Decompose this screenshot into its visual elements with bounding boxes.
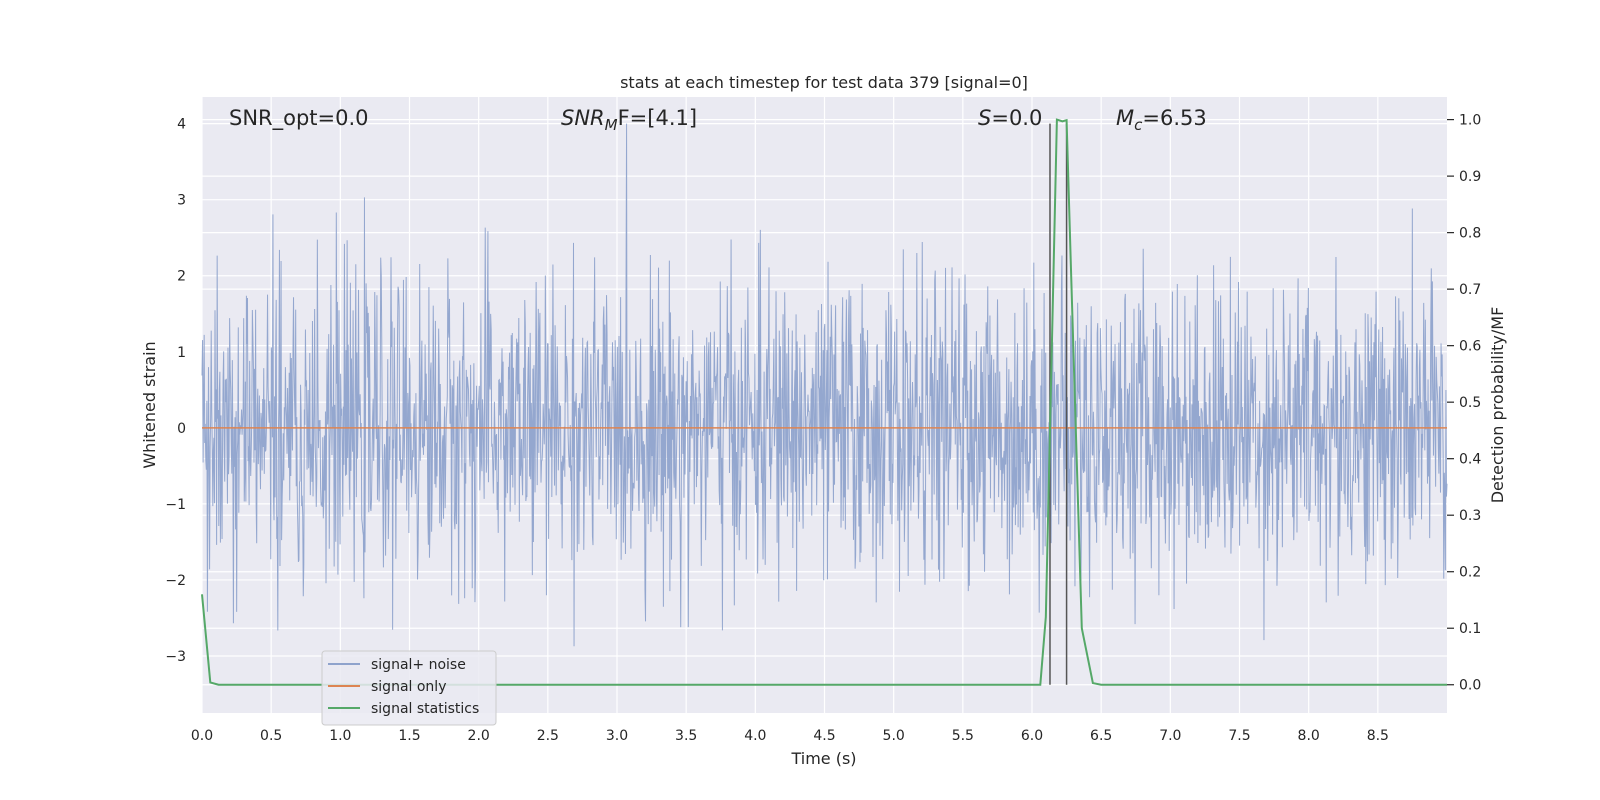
mc-sub: c: [1134, 116, 1143, 134]
legend-label-signal-plus-noise: signal+ noise: [371, 657, 466, 673]
y-tick-label-2: 2: [177, 269, 186, 285]
y-tick-label-1: 3: [177, 193, 186, 209]
legend-label-signal-statistics: signal statistics: [371, 701, 479, 717]
y-tick-label-0: 4: [177, 117, 186, 133]
annotation-mc: Mc=6.53: [1116, 106, 1207, 134]
y2-tick-label-3: 0.7: [1459, 282, 1481, 298]
x-tick-label-17: 8.5: [1367, 728, 1389, 744]
y-tick-label-6: −2: [165, 573, 186, 589]
x-tick-label-13: 6.5: [1090, 728, 1112, 744]
y2-tick-label-4: 0.6: [1459, 339, 1481, 355]
snr-mf-base: SNR: [561, 106, 605, 130]
x-tick-label-5: 2.5: [537, 728, 559, 744]
y2-tick-label-2: 0.8: [1459, 226, 1481, 242]
x-tick-label-9: 4.5: [813, 728, 835, 744]
x-tick-label-0: 0.0: [191, 728, 213, 744]
y2-tick-label-8: 0.2: [1459, 565, 1481, 581]
y-tick-label-4: 0: [177, 421, 186, 437]
snr-mf-rest: F=[4.1]: [618, 106, 697, 130]
x-tick-label-7: 3.5: [675, 728, 697, 744]
legend-label-signal-only: signal only: [371, 679, 446, 695]
annotation-s: S=0.0: [978, 106, 1042, 130]
y2-tick-label-7: 0.3: [1459, 508, 1481, 524]
mc-var: M: [1116, 106, 1134, 130]
y2-tick-label-9: 0.1: [1459, 621, 1481, 637]
y-axis-label: Whitened strain: [140, 341, 159, 468]
x-axis-label: Time (s): [790, 749, 856, 768]
y-tick-label-5: −1: [165, 497, 186, 513]
y2-tick-label-5: 0.5: [1459, 395, 1481, 411]
legend-box: [321, 650, 497, 726]
y-axis-ticks: 4 3 2 1 0 −1 −2 −3: [165, 117, 186, 665]
x-tick-label-3: 1.5: [398, 728, 420, 744]
y2-tick-label-6: 0.4: [1459, 452, 1481, 468]
noise-trace: [201, 123, 1448, 647]
chart-title: stats at each timestep for test data 379…: [620, 73, 1028, 92]
series-signal-plus-noise: [201, 123, 1448, 647]
x-tick-label-16: 8.0: [1298, 728, 1320, 744]
y2-tick-label-0: 1.0: [1459, 113, 1481, 129]
x-tick-label-2: 1.0: [329, 728, 351, 744]
series-signal-statistics: [201, 118, 1447, 686]
y2-axis-label: Detection probability/MF: [1488, 307, 1507, 504]
snr-mf-sub: M: [605, 116, 618, 134]
x-tick-label-1: 0.5: [260, 728, 282, 744]
x-tick-label-6: 3.0: [606, 728, 628, 744]
y2-tick-label-10: 0.0: [1459, 678, 1481, 694]
annotation-snr-opt: SNR_opt=0.0: [229, 106, 369, 131]
x-tick-label-11: 5.5: [952, 728, 974, 744]
s-var: S: [978, 106, 991, 130]
x-tick-label-4: 2.0: [468, 728, 490, 744]
x-axis-ticks: 0.0 0.5 1.0 1.5 2.0 2.5 3.0 3.5 4.0 4.5 5.0 5.5 6.0 6…: [191, 728, 1389, 744]
s-rest: =0.0: [991, 106, 1042, 130]
annotation-snr-mf: SNRMF=[4.1]: [561, 106, 697, 134]
x-tick-label-8: 4.0: [744, 728, 766, 744]
y-tick-label-7: −3: [165, 649, 186, 665]
x-tick-label-12: 6.0: [1021, 728, 1043, 744]
x-tick-label-14: 7.0: [1159, 728, 1181, 744]
y2-axis-ticks: 1.0 0.9 0.8 0.7 0.6 0.5 0.4 0.3 0.2 0.1 0.0: [1447, 113, 1481, 694]
legend: signal+ noise signal only signal statist…: [321, 650, 497, 726]
x-tick-label-15: 7.5: [1228, 728, 1250, 744]
y-tick-label-3: 1: [177, 345, 186, 361]
x-tick-label-10: 5.0: [883, 728, 905, 744]
y2-tick-label-1: 0.9: [1459, 169, 1481, 185]
mc-rest: =6.53: [1142, 106, 1206, 130]
